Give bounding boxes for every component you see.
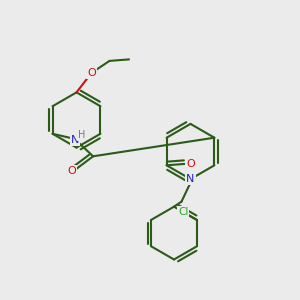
Text: N: N — [186, 174, 195, 184]
Text: Cl: Cl — [178, 207, 189, 217]
Text: H: H — [78, 130, 85, 140]
Text: O: O — [67, 166, 76, 176]
Text: O: O — [186, 159, 195, 169]
Text: N: N — [71, 135, 79, 145]
Text: O: O — [87, 68, 96, 78]
